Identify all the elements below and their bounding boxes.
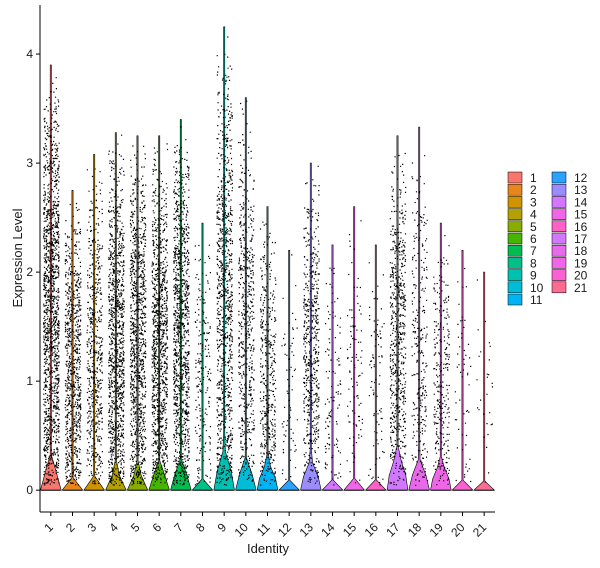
legend-key-10 [507,281,523,294]
x-tick-label-2: 2 [63,520,78,535]
points-9 [216,36,234,486]
legend-label-14: 14 [574,195,588,209]
legend-label-7: 7 [530,244,537,258]
violin-16 [364,244,387,491]
jitter-points-layer [43,36,493,486]
x-tick-label-9: 9 [215,520,230,535]
legend-key-3 [507,196,523,208]
points-1 [43,77,60,486]
legend-key-16 [551,220,567,233]
legend-label-17: 17 [574,232,588,246]
legend-label-20: 20 [574,269,588,283]
points-5 [129,145,147,486]
legend-key-15 [551,208,567,220]
points-8 [194,244,212,486]
violin-21 [473,271,496,491]
y-tick-label-4: 4 [26,47,33,61]
x-tick-label-5: 5 [128,520,143,535]
x-tick-label-17: 17 [383,520,403,540]
points-11 [259,221,277,486]
x-tick-label-4: 4 [106,520,121,535]
legend-label-21: 21 [574,281,588,295]
legend-key-11 [507,293,523,306]
points-2 [64,202,82,486]
legend-label-8: 8 [530,256,537,270]
violin-6 [148,135,170,491]
legend-key-4 [507,208,523,220]
violin-20 [451,249,474,491]
legend-label-9: 9 [530,269,537,283]
points-6 [151,143,169,486]
legend-label-15: 15 [574,208,588,222]
points-13 [303,165,320,484]
legend-label-1: 1 [530,171,537,185]
y-tick-label-3: 3 [26,156,33,170]
legend-label-19: 19 [574,256,588,270]
y-tick-label-0: 0 [26,483,33,497]
points-19 [433,235,450,486]
legend-key-7 [507,244,523,257]
x-tick-label-6: 6 [150,520,165,535]
y-axis-title: Expression Level [10,208,25,307]
legend-key-20 [551,269,567,281]
legend-key-6 [507,232,523,245]
legend-label-10: 10 [530,281,544,295]
x-tick-label-14: 14 [318,520,338,540]
x-tick-label-11: 11 [254,520,273,539]
points-18 [411,155,429,486]
legend-key-5 [507,220,523,233]
y-tick-label-1: 1 [26,374,33,388]
x-tick-label-21: 21 [470,520,490,540]
x-tick-label-16: 16 [362,520,382,540]
legend-key-19 [551,257,567,269]
x-tick-label-3: 3 [85,520,100,535]
violins-layer [40,26,496,491]
x-axis-title: Identity [247,541,289,556]
legend-label-12: 12 [574,171,588,185]
x-tick-label-12: 12 [275,520,295,540]
legend-label-3: 3 [530,195,537,209]
points-4 [108,134,125,486]
legend-label-11: 11 [530,293,543,307]
legend-label-16: 16 [574,220,588,234]
violin-11 [256,206,279,491]
legend-key-1 [507,171,523,184]
legend-label-2: 2 [530,183,537,197]
legend-key-12 [551,171,567,184]
x-tick-label-10: 10 [232,520,252,540]
x-tick-label-18: 18 [405,520,425,540]
legend-label-13: 13 [574,183,588,197]
legend-key-17 [551,232,567,245]
legend-key-18 [551,244,567,257]
legend-key-13 [551,183,567,196]
points-7 [173,126,190,486]
violin-14 [321,244,344,491]
y-tick-label-2: 2 [26,265,33,279]
x-tick-label-8: 8 [193,520,208,535]
legend-label-18: 18 [574,244,588,258]
x-tick-label-13: 13 [297,520,317,540]
legend-key-21 [551,281,567,294]
x-tick-label-20: 20 [448,520,468,540]
x-tick-label-19: 19 [427,520,447,540]
legend-key-2 [507,183,523,196]
x-tick-label-1: 1 [41,520,56,535]
legend-label-6: 6 [530,232,537,246]
points-20 [454,267,472,483]
legend-key-8 [507,257,523,269]
legend-key-14 [551,196,567,208]
legend-label-4: 4 [530,208,537,222]
x-tick-label-7: 7 [171,520,186,535]
legend-label-5: 5 [530,220,537,234]
x-tick-label-15: 15 [340,520,360,540]
legend-key-9 [507,269,523,281]
violin-10 [235,97,257,491]
